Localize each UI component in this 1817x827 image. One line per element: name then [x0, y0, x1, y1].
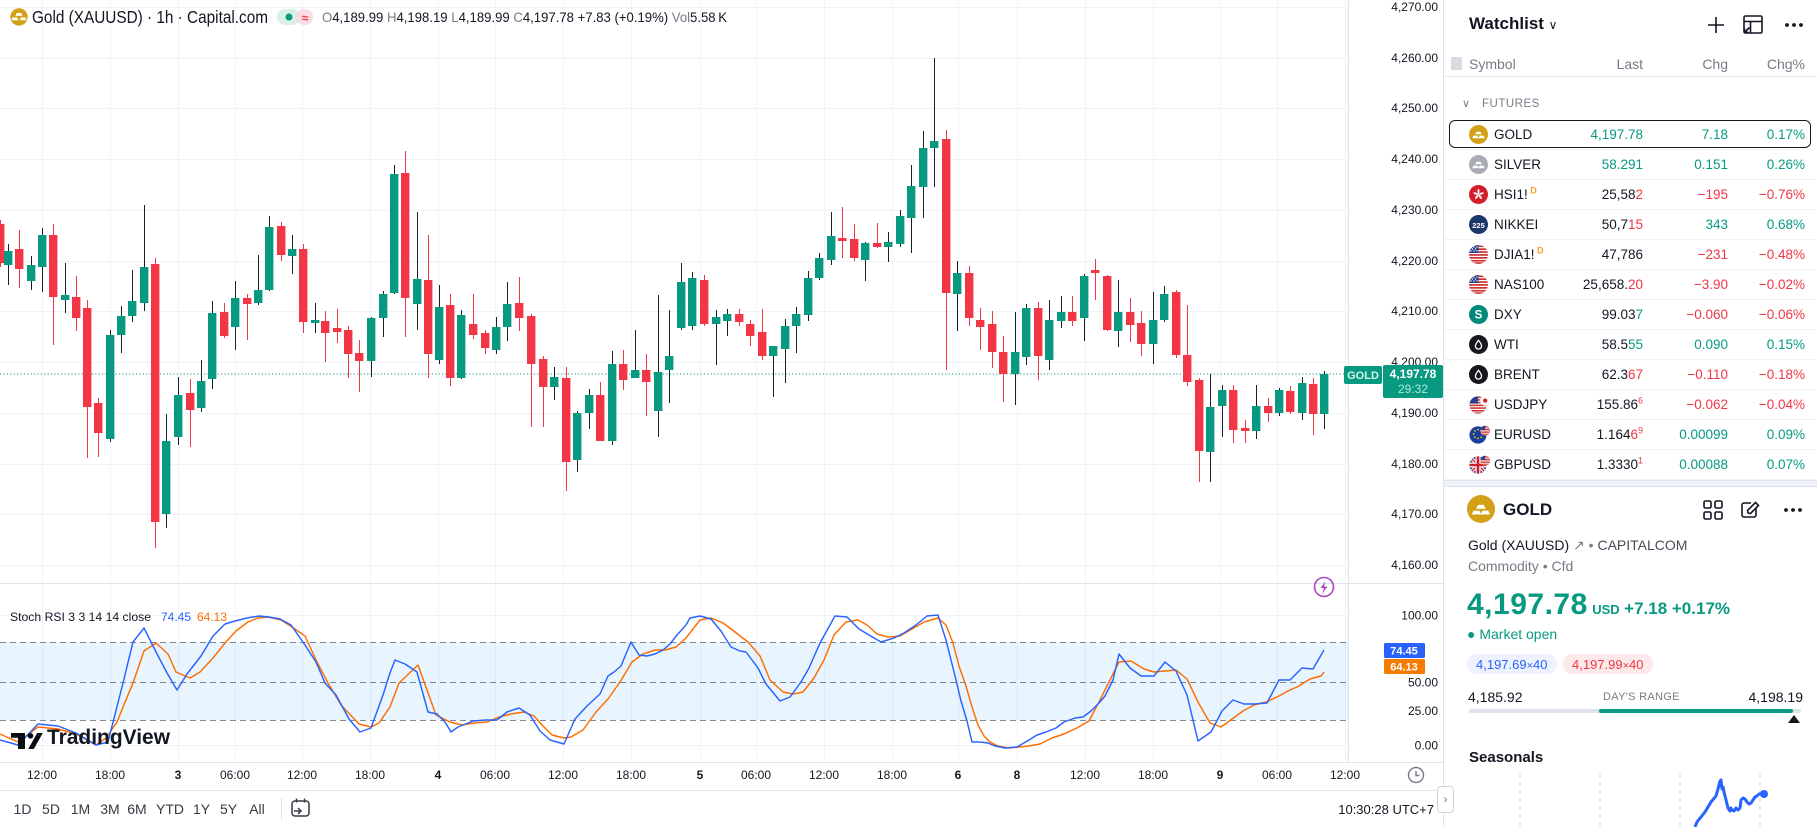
- svg-text:TradingView: TradingView: [47, 726, 171, 749]
- svg-text:5Y: 5Y: [220, 801, 238, 817]
- svg-text:≈: ≈: [302, 11, 309, 25]
- svg-text:0.00: 0.00: [1415, 739, 1439, 753]
- svg-text:74.45: 74.45: [161, 610, 191, 624]
- svg-text:8: 8: [1014, 768, 1021, 782]
- svg-text:18:00: 18:00: [616, 768, 646, 782]
- svg-text:4,260.00: 4,260.00: [1391, 51, 1438, 65]
- svg-text:3M: 3M: [100, 801, 119, 817]
- svg-text:225: 225: [1472, 221, 1485, 230]
- svg-text:1Y: 1Y: [193, 801, 211, 817]
- svg-text:06:00: 06:00: [220, 768, 250, 782]
- svg-text:4,230.00: 4,230.00: [1391, 203, 1438, 217]
- svg-text:Stoch RSI 3 3 14 14 close: Stoch RSI 3 3 14 14 close: [10, 610, 151, 624]
- svg-text:06:00: 06:00: [1262, 768, 1292, 782]
- svg-text:4,160.00: 4,160.00: [1391, 558, 1438, 572]
- svg-text:4,190.00: 4,190.00: [1391, 406, 1438, 420]
- svg-text:6: 6: [955, 768, 962, 782]
- svg-text:06:00: 06:00: [741, 768, 771, 782]
- svg-text:4,250.00: 4,250.00: [1391, 101, 1438, 115]
- svg-text:4,220.00: 4,220.00: [1391, 254, 1438, 268]
- svg-text:18:00: 18:00: [355, 768, 385, 782]
- svg-text:4,170.00: 4,170.00: [1391, 507, 1438, 521]
- svg-text:12:00: 12:00: [287, 768, 317, 782]
- svg-text:50.00: 50.00: [1408, 676, 1438, 690]
- svg-text:4,270.00: 4,270.00: [1391, 0, 1438, 14]
- svg-text:64.13: 64.13: [1390, 662, 1418, 674]
- svg-text:12:00: 12:00: [1330, 768, 1360, 782]
- svg-text:YTD: YTD: [156, 801, 184, 817]
- svg-text:12:00: 12:00: [1070, 768, 1100, 782]
- svg-text:29:32: 29:32: [1398, 382, 1428, 396]
- svg-text:1M: 1M: [71, 801, 90, 817]
- svg-text:Gold (XAUUSD) · 1h · Capital.c: Gold (XAUUSD) · 1h · Capital.com: [32, 7, 268, 27]
- svg-text:06:00: 06:00: [480, 768, 510, 782]
- svg-text:5D: 5D: [42, 801, 60, 817]
- svg-text:6M: 6M: [127, 801, 146, 817]
- svg-text:9: 9: [1217, 768, 1224, 782]
- svg-text:10:30:28 UTC+7: 10:30:28 UTC+7: [1338, 802, 1434, 817]
- svg-text:All: All: [249, 801, 265, 817]
- svg-text:GOLD: GOLD: [1347, 370, 1379, 382]
- svg-text:100.00: 100.00: [1401, 609, 1438, 623]
- svg-text:4,180.00: 4,180.00: [1391, 457, 1438, 471]
- svg-text:O4,189.99 H4,198.19 L4,189.99: O4,189.99 H4,198.19 L4,189.99 C4,197.78 …: [322, 9, 728, 25]
- svg-text:18:00: 18:00: [1138, 768, 1168, 782]
- svg-text:12:00: 12:00: [548, 768, 578, 782]
- svg-text:74.45: 74.45: [1390, 646, 1418, 658]
- svg-text:25.00: 25.00: [1408, 704, 1438, 718]
- svg-text:4,197.78: 4,197.78: [1390, 367, 1437, 381]
- svg-text:64.13: 64.13: [197, 610, 227, 624]
- svg-text:3: 3: [175, 768, 182, 782]
- svg-text:1D: 1D: [14, 801, 32, 817]
- svg-text:4,210.00: 4,210.00: [1391, 304, 1438, 318]
- svg-text:4: 4: [435, 768, 442, 782]
- svg-text:4,240.00: 4,240.00: [1391, 152, 1438, 166]
- svg-text:18:00: 18:00: [877, 768, 907, 782]
- svg-text:18:00: 18:00: [95, 768, 125, 782]
- svg-text:S: S: [1475, 310, 1483, 322]
- svg-text:12:00: 12:00: [27, 768, 57, 782]
- svg-text:5: 5: [697, 768, 704, 782]
- svg-text:12:00: 12:00: [809, 768, 839, 782]
